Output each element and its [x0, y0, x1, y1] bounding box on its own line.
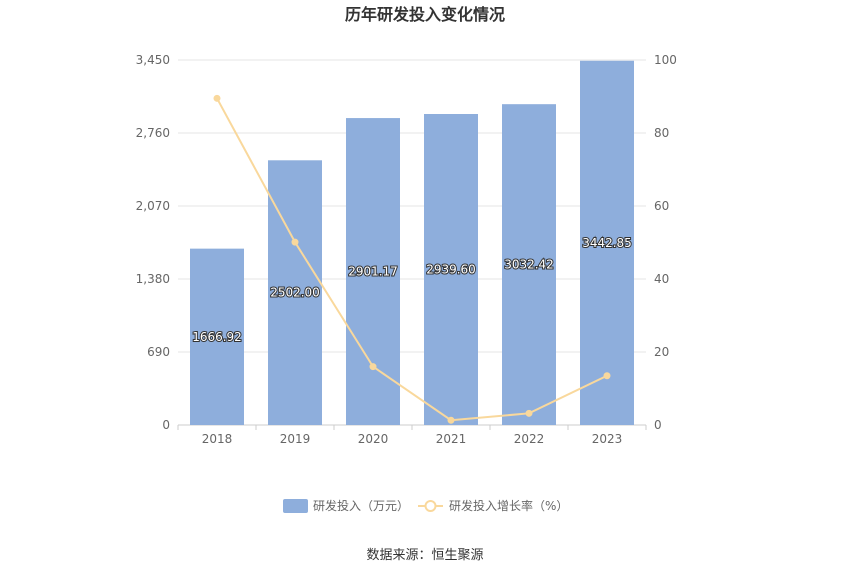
left-tick-label: 690: [147, 345, 170, 359]
right-tick-label: 60: [654, 199, 669, 213]
chart-title: 历年研发投入变化情况: [345, 5, 505, 24]
x-tick-label: 2023: [592, 432, 623, 446]
bar-value-label: 3032.42: [504, 258, 554, 272]
legend[interactable]: 研发投入（万元） 研发投入增长率（%）: [283, 498, 568, 513]
left-tick-label: 2,070: [136, 199, 170, 213]
line-series: [213, 94, 611, 424]
growth-point: [291, 238, 299, 246]
right-tick-label: 0: [654, 418, 662, 432]
bar-value-label: 2901.17: [348, 265, 398, 279]
growth-point: [525, 409, 533, 417]
x-tick-label: 2020: [358, 432, 389, 446]
left-tick-label: 1,380: [136, 272, 170, 286]
left-tick-label: 0: [162, 418, 170, 432]
x-tick-label: 2022: [514, 432, 545, 446]
left-axis: 0 690 1,380 2,070 2,760 3,450: [136, 53, 170, 432]
bar: [424, 113, 478, 425]
bar: [268, 160, 322, 425]
x-tick-label: 2021: [436, 432, 467, 446]
x-tick-label: 2019: [280, 432, 311, 446]
data-source: 数据来源：恒生聚源: [366, 548, 483, 563]
growth-point: [213, 94, 221, 102]
right-tick-label: 40: [654, 272, 669, 286]
bar-value-label: 1666.92: [192, 330, 242, 344]
left-tick-label: 3,450: [136, 53, 170, 67]
left-tick-label: 2,760: [136, 126, 170, 140]
grid-lines: [178, 59, 646, 353]
bar-value-label: 3442.85: [582, 236, 632, 250]
legend-label-line[interactable]: 研发投入增长率（%）: [449, 498, 568, 513]
growth-point: [603, 372, 611, 380]
x-axis: 2018 2019 2020 2021 2022 2023: [177, 424, 647, 446]
x-tick-label: 2018: [202, 432, 233, 446]
bar-labels: 1666.92 2502.00 2901.17 2939.60 3032.42 3442.…: [191, 235, 633, 345]
legend-swatch-bar[interactable]: [283, 499, 308, 513]
right-tick-label: 80: [654, 126, 669, 140]
bar-value-label: 2939.60: [426, 262, 476, 276]
growth-point: [369, 363, 377, 371]
bar: [346, 118, 400, 425]
bar: [502, 104, 556, 425]
bar-series: [190, 60, 634, 426]
right-tick-label: 20: [654, 345, 669, 359]
right-tick-label: 100: [654, 53, 677, 67]
growth-point: [447, 416, 455, 424]
legend-label-bar[interactable]: 研发投入（万元）: [313, 498, 409, 513]
bar: [190, 248, 244, 425]
legend-swatch-marker[interactable]: [424, 500, 437, 512]
growth-line: [216, 97, 608, 422]
bar: [580, 60, 634, 426]
bar-value-label: 2502.00: [270, 286, 320, 300]
right-axis: 0 20 40 60 80 100: [654, 53, 677, 432]
